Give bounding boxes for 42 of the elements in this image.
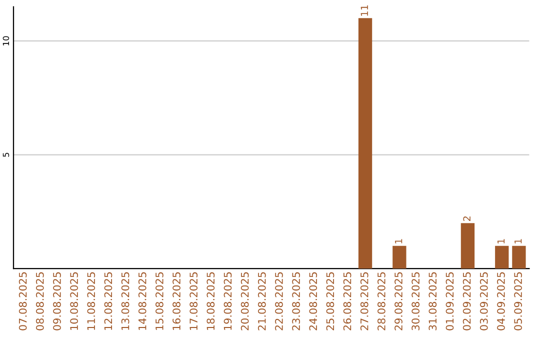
x-tick-label: 27.08.2025 — [360, 272, 368, 330]
x-tick-label: 17.08.2025 — [190, 272, 198, 330]
x-tick-label: 08.08.2025 — [36, 272, 44, 330]
x-tick-label: 09.08.2025 — [53, 272, 61, 330]
x-tick-label: 31.08.2025 — [428, 272, 437, 330]
x-tick-label: 26.08.2025 — [343, 272, 352, 330]
x-tick-label: 25.08.2025 — [326, 272, 334, 330]
x-tick-label: 07.08.2025 — [18, 272, 27, 330]
data-label: 1 — [497, 239, 505, 244]
x-tick-label: 20.08.2025 — [240, 272, 249, 330]
x-tick-label: 01.09.2025 — [446, 272, 454, 330]
x-tick-label: 13.08.2025 — [121, 272, 130, 330]
x-tick-label: 15.08.2025 — [156, 272, 164, 330]
y-tick-label: 5 — [2, 152, 10, 157]
x-tick-label: 02.09.2025 — [462, 272, 471, 330]
x-tick-label: 29.08.2025 — [394, 272, 402, 330]
x-tick-label: 18.08.2025 — [206, 272, 215, 330]
x-tick-label: 10.08.2025 — [70, 272, 78, 330]
x-tick-label: 04.09.2025 — [497, 272, 505, 330]
x-tick-label: 22.08.2025 — [275, 272, 283, 330]
x-tick-label: 14.08.2025 — [138, 272, 146, 330]
x-tick-label: 24.08.2025 — [309, 272, 318, 330]
x-tick-label: 12.08.2025 — [104, 272, 112, 330]
x-tick-label: 05.09.2025 — [514, 272, 522, 330]
y-tick-label: 10 — [2, 36, 10, 46]
bar — [392, 246, 406, 269]
data-label: 11 — [360, 5, 368, 16]
data-label: 1 — [514, 239, 522, 244]
data-label: 1 — [395, 239, 402, 244]
x-tick-label: 23.08.2025 — [292, 272, 300, 330]
x-tick-label: 21.08.2025 — [258, 272, 266, 330]
x-tick-label: 30.08.2025 — [412, 272, 420, 330]
bar — [358, 18, 372, 269]
x-tick-label: 16.08.2025 — [172, 272, 180, 330]
x-tick-label: 19.08.2025 — [224, 272, 232, 330]
data-label: 2 — [463, 216, 470, 221]
bar — [495, 246, 509, 269]
bar — [512, 246, 526, 269]
x-tick-label: 11.08.2025 — [87, 272, 96, 330]
bar — [460, 223, 475, 269]
x-tick-label: 03.09.2025 — [480, 272, 488, 330]
x-tick-label: 28.08.2025 — [377, 272, 386, 330]
